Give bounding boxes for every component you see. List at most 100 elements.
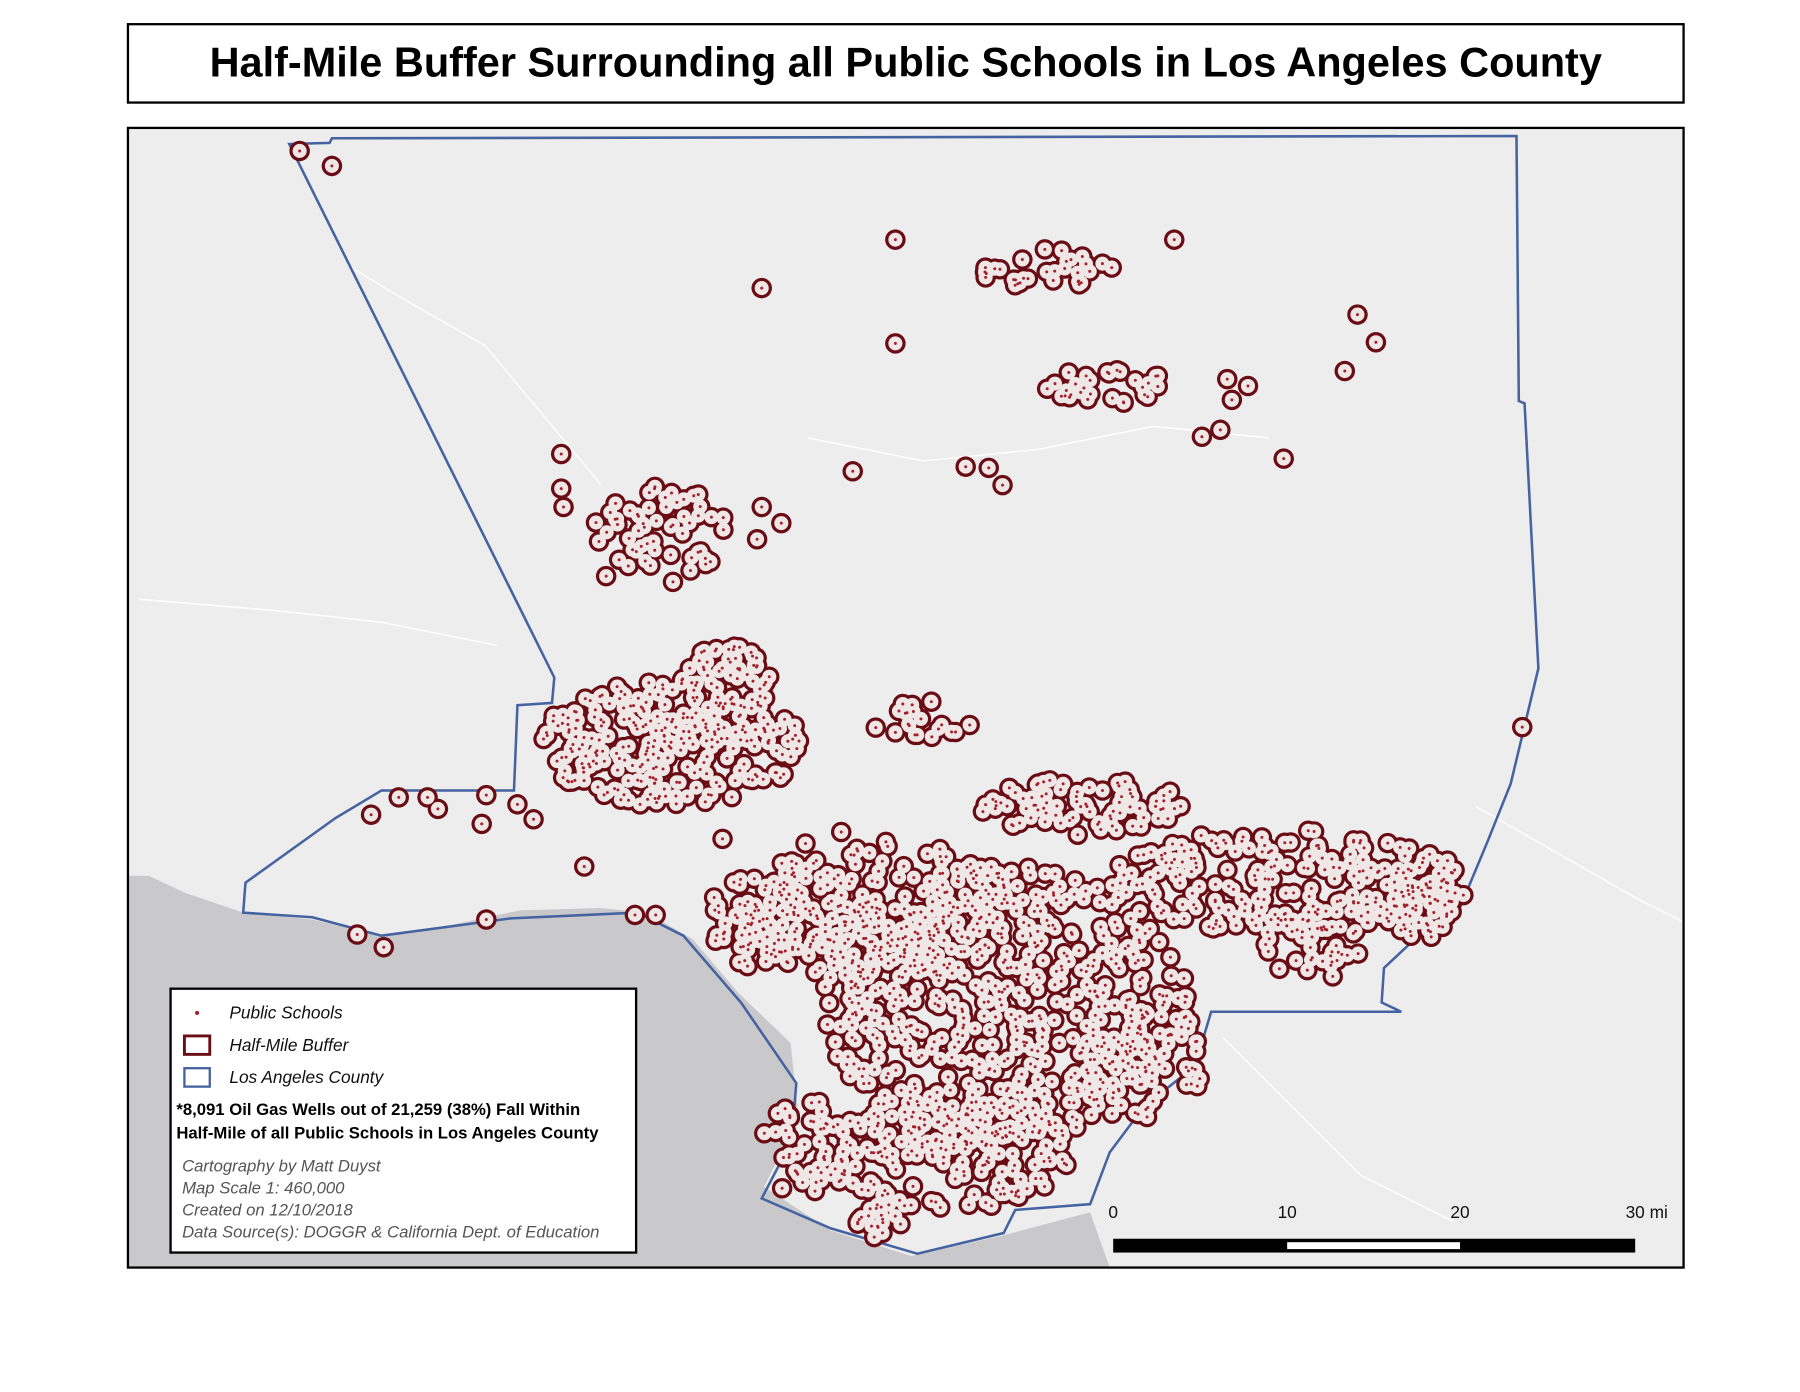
school-point <box>743 926 747 930</box>
school-point <box>976 958 980 962</box>
school-point <box>865 924 869 928</box>
school-point <box>1109 957 1113 961</box>
school-point <box>634 723 638 727</box>
school-point <box>893 907 897 911</box>
school-point <box>851 920 855 924</box>
school-point <box>852 853 856 857</box>
school-point <box>951 1104 955 1108</box>
school-point <box>756 700 760 704</box>
school-point <box>782 772 786 776</box>
school-point <box>753 744 757 748</box>
school-point <box>595 753 599 757</box>
school-point <box>804 876 808 880</box>
school-point <box>656 756 660 760</box>
school-point <box>651 745 655 749</box>
school-point <box>1092 958 1096 962</box>
school-point <box>709 793 713 797</box>
school-point <box>644 700 648 704</box>
school-point <box>813 970 817 974</box>
school-point <box>903 951 907 955</box>
school-point <box>602 759 606 763</box>
school-point <box>1145 1040 1149 1044</box>
school-point <box>938 973 942 977</box>
school-point <box>767 675 771 679</box>
school-point <box>886 844 890 848</box>
school-point <box>876 1102 880 1106</box>
school-point <box>920 963 924 967</box>
school-point <box>1021 934 1025 938</box>
school-point <box>556 724 560 728</box>
school-point <box>886 1072 890 1076</box>
school-point <box>856 849 860 853</box>
school-point <box>790 866 794 870</box>
school-point <box>1093 1013 1097 1017</box>
school-point <box>707 793 711 797</box>
school-point <box>686 765 690 769</box>
school-point <box>1125 1042 1129 1046</box>
school-point <box>653 781 657 785</box>
school-point <box>1133 1047 1137 1051</box>
school-point <box>727 647 731 651</box>
school-point <box>857 910 860 914</box>
school-point <box>873 989 877 993</box>
school-point <box>1027 924 1031 928</box>
school-point <box>874 897 878 901</box>
school-point <box>1001 1136 1005 1140</box>
school-point <box>627 744 631 748</box>
school-point <box>1089 1113 1093 1117</box>
school-point <box>778 726 782 730</box>
school-point <box>739 738 743 742</box>
school-point <box>1054 969 1058 973</box>
school-point <box>1042 1028 1046 1032</box>
school-point <box>679 737 683 741</box>
school-point <box>605 791 609 795</box>
school-point <box>641 725 645 729</box>
school-point <box>941 871 945 875</box>
school-point <box>1098 900 1102 904</box>
school-point <box>629 704 633 708</box>
school-point <box>645 749 649 753</box>
school-point <box>662 787 666 791</box>
school-point <box>646 746 650 750</box>
school-point <box>1037 1014 1041 1018</box>
school-point <box>873 944 877 948</box>
school-point <box>738 769 742 773</box>
school-point <box>664 794 668 798</box>
school-point <box>983 943 987 947</box>
school-point <box>1018 1015 1022 1019</box>
school-point <box>862 937 866 941</box>
school-point <box>846 937 850 941</box>
school-point <box>1042 1092 1046 1096</box>
school-point <box>850 961 854 965</box>
school-point <box>1004 1135 1008 1139</box>
school-point <box>938 1057 942 1061</box>
school-point <box>1023 1044 1027 1048</box>
school-point <box>640 762 644 766</box>
school-point <box>934 993 938 997</box>
school-point <box>996 1132 1000 1136</box>
school-point <box>1070 932 1074 936</box>
school-point <box>859 970 863 974</box>
school-point <box>796 888 800 892</box>
school-point <box>1088 1095 1092 1099</box>
school-point <box>735 677 739 681</box>
school-point <box>1003 958 1007 962</box>
school-point <box>862 925 866 929</box>
school-point <box>975 922 979 926</box>
school-point <box>783 871 787 875</box>
school-point <box>1055 1000 1059 1004</box>
school-point <box>1119 1103 1123 1107</box>
school-point <box>908 1044 912 1048</box>
school-point <box>901 936 905 940</box>
school-point <box>970 904 974 908</box>
school-point <box>1036 1078 1040 1082</box>
school-point <box>962 1023 966 1027</box>
school-point <box>1002 897 1006 901</box>
school-point <box>786 739 790 743</box>
school-point <box>705 755 709 759</box>
school-point <box>1017 1135 1021 1139</box>
school-point <box>1036 1049 1040 1053</box>
school-point <box>1052 1018 1056 1022</box>
school-point <box>588 765 592 769</box>
school-point <box>627 717 631 721</box>
